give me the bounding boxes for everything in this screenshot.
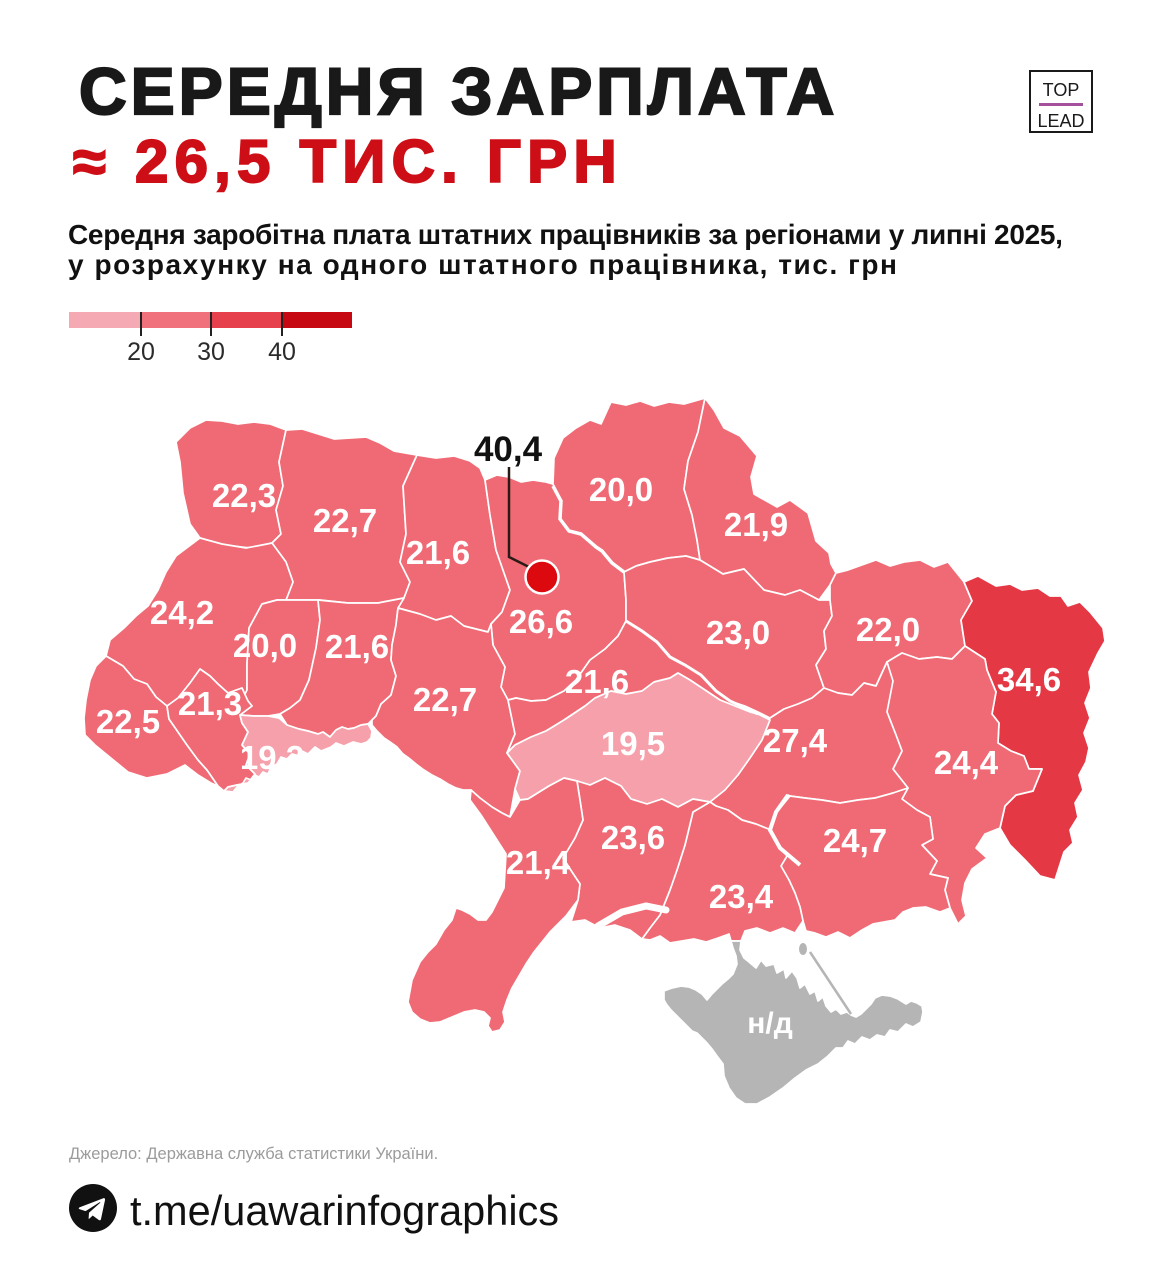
- svg-text:27,4: 27,4: [763, 722, 828, 759]
- svg-text:22,7: 22,7: [313, 502, 377, 539]
- svg-text:22,5: 22,5: [96, 703, 160, 740]
- svg-text:21,4: 21,4: [506, 844, 571, 881]
- svg-text:21,6: 21,6: [406, 534, 470, 571]
- svg-text:20,0: 20,0: [589, 471, 653, 508]
- svg-text:34,6: 34,6: [997, 661, 1061, 698]
- svg-text:22,0: 22,0: [856, 611, 920, 648]
- svg-text:21,6: 21,6: [325, 628, 389, 665]
- svg-text:19,2: 19,2: [240, 739, 304, 776]
- svg-text:19,5: 19,5: [601, 725, 665, 762]
- svg-text:23,6: 23,6: [601, 819, 665, 856]
- svg-text:23,4: 23,4: [709, 878, 774, 915]
- svg-text:24,2: 24,2: [150, 594, 214, 631]
- svg-text:22,3: 22,3: [212, 477, 276, 514]
- svg-text:26,6: 26,6: [509, 603, 573, 640]
- svg-text:21,3: 21,3: [178, 685, 242, 722]
- svg-text:21,9: 21,9: [724, 506, 788, 543]
- svg-text:22,7: 22,7: [413, 681, 477, 718]
- svg-text:24,7: 24,7: [823, 822, 887, 859]
- svg-text:21,6: 21,6: [565, 663, 629, 700]
- svg-text:23,0: 23,0: [706, 614, 770, 651]
- svg-text:24,4: 24,4: [934, 744, 999, 781]
- svg-text:20,0: 20,0: [233, 627, 297, 664]
- svg-text:40,4: 40,4: [474, 430, 543, 469]
- svg-text:н/д: н/д: [747, 1007, 793, 1040]
